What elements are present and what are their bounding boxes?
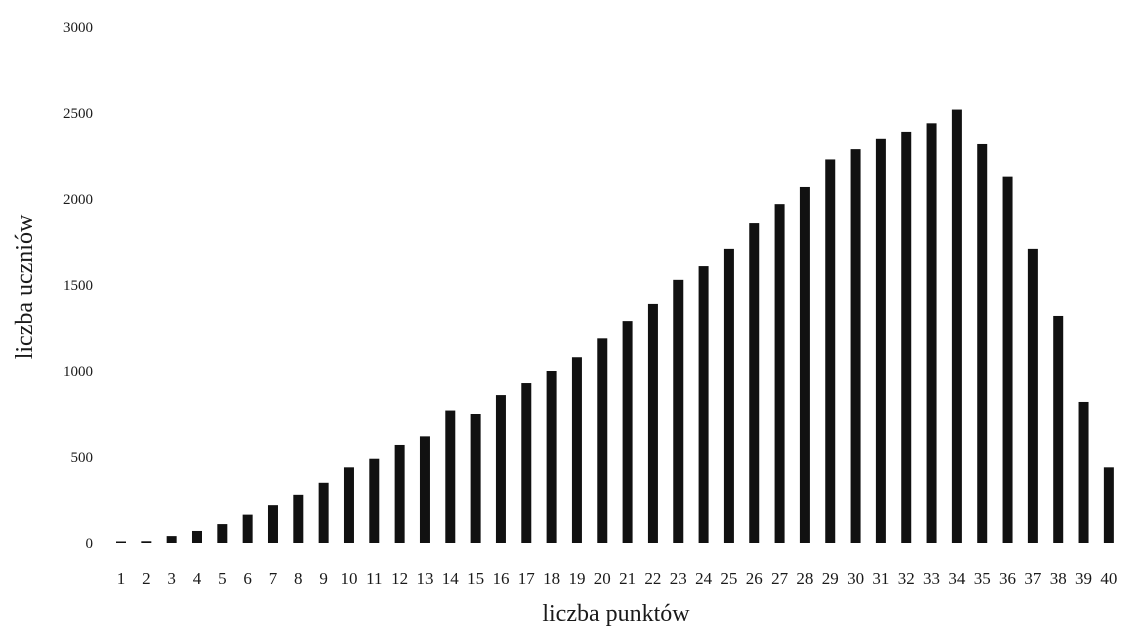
bar-4	[191, 530, 202, 543]
x-tick-label: 36	[999, 569, 1016, 588]
bars	[116, 109, 1114, 544]
bar-25	[723, 248, 734, 543]
bar-10	[343, 467, 354, 543]
bar-16	[495, 395, 506, 543]
x-tick-label: 13	[416, 569, 433, 588]
x-tick-label: 10	[340, 569, 357, 588]
bar-18	[546, 371, 557, 543]
y-axis-title: liczba uczniów	[12, 214, 38, 359]
bar-39	[1078, 401, 1089, 543]
bar-17	[521, 383, 532, 543]
bar-8	[293, 494, 304, 543]
x-tick-label: 35	[974, 569, 991, 588]
x-tick-label: 12	[391, 569, 408, 588]
x-tick-label: 3	[167, 569, 176, 588]
bar-15	[470, 414, 481, 543]
bar-29	[825, 159, 836, 543]
x-axis-ticks: 1 2 3 4 5 6 7 8 9 10 11 12 13 14 15 16 17 18 19 20 21 22 23 24 2…	[117, 569, 1118, 588]
bar-14	[445, 410, 456, 543]
y-tick-label: 2500	[63, 106, 93, 122]
bar-2	[141, 541, 152, 543]
bar-38	[1053, 315, 1064, 543]
bar-26	[749, 223, 760, 543]
bar-1	[116, 541, 126, 543]
x-tick-label: 25	[720, 569, 737, 588]
x-tick-label: 21	[619, 569, 636, 588]
x-tick-label: 38	[1050, 569, 1067, 588]
bar-24	[698, 266, 709, 543]
bar-19	[571, 357, 582, 543]
bar-20	[597, 338, 608, 543]
bar-31	[875, 138, 886, 544]
x-tick-label: 6	[243, 569, 252, 588]
y-axis-ticks: 0 500 1000 1500 2000 2500 3000	[63, 20, 93, 552]
x-tick-label: 2	[142, 569, 151, 588]
x-tick-label: 27	[771, 569, 789, 588]
bar-13	[419, 436, 430, 543]
x-tick-label: 23	[670, 569, 687, 588]
x-tick-label: 33	[923, 569, 940, 588]
x-tick-label: 18	[543, 569, 560, 588]
x-tick-label: 37	[1024, 569, 1042, 588]
x-tick-label: 28	[796, 569, 813, 588]
bar-21	[622, 321, 633, 543]
x-tick-label: 29	[822, 569, 839, 588]
bar-40	[1103, 467, 1114, 543]
bar-36	[1002, 176, 1013, 543]
bar-3	[166, 536, 177, 543]
bar-32	[901, 131, 912, 544]
x-tick-label: 19	[568, 569, 585, 588]
bar-5	[217, 524, 228, 543]
x-tick-label: 11	[366, 569, 382, 588]
x-axis-title: liczba punktów	[542, 601, 690, 627]
x-tick-label: 20	[594, 569, 611, 588]
x-tick-label: 16	[492, 569, 509, 588]
y-tick-label: 500	[71, 450, 94, 466]
x-tick-label: 7	[269, 569, 278, 588]
x-tick-label: 17	[518, 569, 536, 588]
bar-28	[799, 186, 810, 543]
x-tick-label: 14	[442, 569, 460, 588]
bar-35	[977, 143, 988, 543]
x-tick-label: 15	[467, 569, 484, 588]
x-tick-label: 5	[218, 569, 227, 588]
x-tick-label: 9	[319, 569, 328, 588]
bar-37	[1027, 248, 1038, 543]
bar-6	[242, 514, 253, 543]
x-tick-label: 40	[1100, 569, 1117, 588]
x-tick-label: 31	[872, 569, 889, 588]
x-tick-label: 34	[948, 569, 966, 588]
bar-30	[850, 149, 861, 543]
bar-33	[926, 123, 937, 543]
y-tick-label: 1500	[63, 278, 93, 294]
x-tick-label: 26	[746, 569, 763, 588]
x-tick-label: 22	[644, 569, 661, 588]
y-tick-label: 2000	[63, 192, 93, 208]
bar-23	[673, 279, 684, 543]
bar-12	[394, 444, 405, 543]
bar-34	[951, 109, 962, 543]
bar-22	[647, 303, 658, 543]
bar-9	[318, 482, 329, 543]
x-tick-label: 8	[294, 569, 303, 588]
bar-7	[267, 505, 278, 543]
bar-27	[774, 204, 785, 543]
x-tick-label: 32	[898, 569, 915, 588]
x-tick-label: 1	[117, 569, 126, 588]
bar-11	[369, 458, 380, 543]
y-tick-label: 3000	[63, 20, 93, 36]
x-tick-label: 4	[193, 569, 202, 588]
y-tick-label: 1000	[63, 364, 93, 380]
y-tick-label: 0	[86, 536, 94, 552]
x-tick-label: 39	[1075, 569, 1092, 588]
x-tick-label: 24	[695, 569, 713, 588]
x-tick-label: 30	[847, 569, 864, 588]
